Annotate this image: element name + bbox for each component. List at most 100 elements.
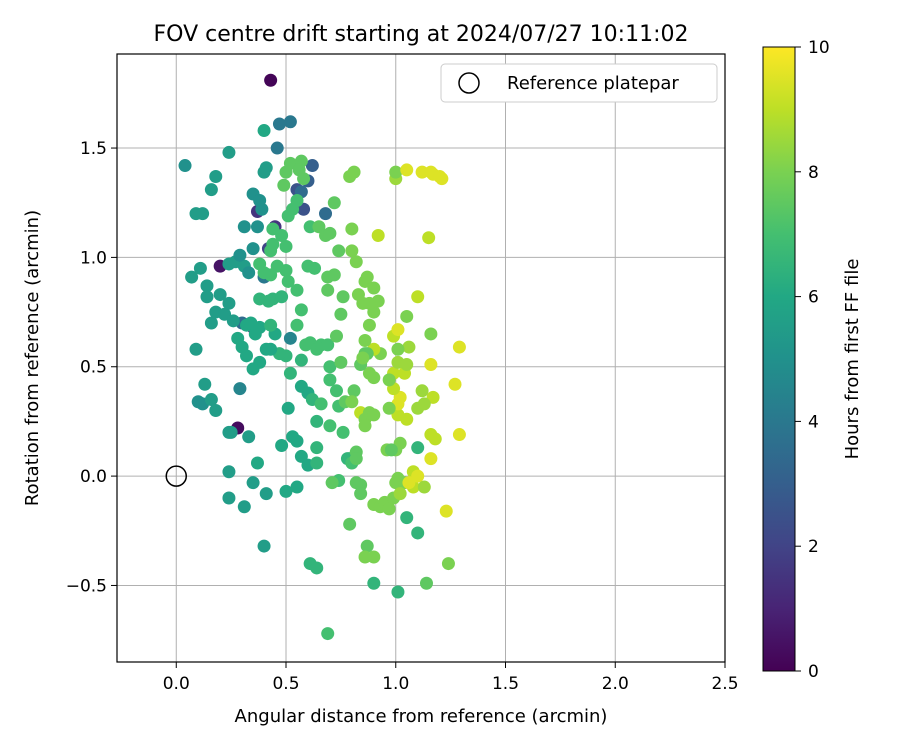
scatter-point bbox=[279, 239, 293, 253]
scatter-point bbox=[347, 165, 361, 179]
scatter-point bbox=[250, 220, 264, 234]
scatter-point bbox=[275, 229, 289, 243]
scatter-point bbox=[272, 117, 286, 131]
scatter-point bbox=[402, 340, 416, 354]
scatter-point bbox=[321, 338, 335, 352]
scatter-point bbox=[371, 229, 385, 243]
scatter-point bbox=[281, 274, 295, 288]
scatter-point bbox=[242, 430, 256, 444]
scatter-point bbox=[435, 172, 449, 186]
chart-title: FOV centre drift starting at 2024/07/27 … bbox=[154, 22, 689, 47]
scatter-point bbox=[452, 428, 466, 442]
scatter-point bbox=[411, 526, 425, 540]
scatter-point bbox=[334, 307, 348, 321]
scatter-point bbox=[391, 323, 405, 337]
scatter-point bbox=[222, 296, 236, 310]
scatter-point bbox=[257, 124, 271, 138]
scatter-point bbox=[360, 270, 374, 284]
scatter-point bbox=[290, 194, 304, 208]
scatter-point bbox=[196, 207, 210, 221]
scatter-point bbox=[391, 585, 405, 599]
colorbar-tick-label: 10 bbox=[808, 38, 830, 58]
colorbar-tick-label: 0 bbox=[808, 662, 819, 682]
scatter-point bbox=[253, 194, 267, 208]
y-tick-label: 0.5 bbox=[80, 358, 107, 378]
scatter-point bbox=[222, 465, 236, 479]
colorbar-ticks: 0 2 4 6 8 10 bbox=[795, 38, 830, 682]
scatter-points bbox=[178, 73, 466, 641]
x-tick-label: 0.0 bbox=[163, 674, 190, 694]
scatter-point bbox=[325, 476, 339, 490]
scatter-point bbox=[257, 539, 271, 553]
scatter-point bbox=[319, 207, 333, 221]
scatter-point bbox=[347, 384, 361, 398]
scatter-point bbox=[224, 425, 238, 439]
scatter-point bbox=[411, 469, 425, 483]
reference-platepar-marker bbox=[165, 465, 188, 487]
scatter-point bbox=[367, 576, 381, 590]
scatter-point bbox=[345, 244, 359, 258]
scatter-point bbox=[441, 557, 455, 571]
scatter-point bbox=[400, 358, 414, 372]
scatter-point bbox=[242, 266, 256, 280]
scatter-point bbox=[275, 438, 289, 452]
scatter-point bbox=[314, 397, 328, 411]
scatter-point bbox=[354, 487, 368, 501]
scatter-point bbox=[310, 414, 324, 428]
legend: Reference platepar bbox=[440, 63, 718, 103]
scatter-point bbox=[422, 231, 436, 245]
scatter-point bbox=[327, 268, 341, 282]
plot-area: 0.0 0.5 1.0 1.5 2.0 2.5 −0.5 0.0 0.5 1.0 1.5 bbox=[66, 53, 739, 694]
scatter-point bbox=[332, 244, 346, 258]
scatter-point bbox=[283, 366, 297, 380]
y-tick-label: −0.5 bbox=[66, 576, 107, 596]
scatter-point bbox=[275, 290, 289, 304]
x-axis-ticks: 0.0 0.5 1.0 1.5 2.0 2.5 bbox=[163, 662, 739, 694]
scatter-point bbox=[290, 434, 304, 448]
scatter-point bbox=[367, 408, 381, 422]
colorbar-tick-label: 8 bbox=[808, 163, 819, 183]
scatter-point bbox=[360, 539, 374, 553]
scatter-point bbox=[281, 401, 295, 415]
legend-box bbox=[440, 63, 718, 103]
scatter-point bbox=[411, 290, 425, 304]
scatter-point bbox=[327, 196, 341, 210]
scatter-point bbox=[329, 329, 343, 343]
legend-marker-icon bbox=[458, 72, 480, 94]
scatter-point bbox=[415, 384, 429, 398]
scatter-point bbox=[382, 502, 396, 516]
scatter-point bbox=[362, 318, 376, 332]
scatter-point bbox=[193, 261, 207, 275]
scatter-point bbox=[358, 550, 372, 564]
scatter-point bbox=[384, 443, 398, 457]
scatter-point bbox=[323, 373, 337, 387]
scatter-point bbox=[294, 303, 308, 317]
scatter-point bbox=[204, 393, 218, 407]
scatter-point bbox=[279, 484, 293, 498]
colorbar-label: Hours from first FF file bbox=[842, 259, 863, 460]
scatter-point bbox=[334, 355, 348, 369]
scatter-point bbox=[400, 309, 414, 323]
scatter-point bbox=[448, 377, 462, 391]
x-axis-label: Angular distance from reference (arcmin) bbox=[235, 706, 608, 727]
scatter-point bbox=[270, 141, 284, 155]
scatter-point bbox=[424, 358, 438, 372]
scatter-point bbox=[419, 576, 433, 590]
legend-entry-reference: Reference platepar bbox=[507, 73, 679, 94]
x-tick-label: 1.5 bbox=[492, 674, 519, 694]
scatter-point bbox=[356, 351, 370, 365]
scatter-point bbox=[308, 261, 322, 275]
scatter-point bbox=[204, 183, 218, 197]
scatter-point bbox=[290, 480, 304, 494]
scatter-point bbox=[246, 242, 260, 256]
scatter-point bbox=[321, 283, 335, 297]
scatter-point bbox=[439, 504, 453, 518]
scatter-point bbox=[290, 283, 304, 297]
scatter-point bbox=[310, 441, 324, 455]
x-tick-label: 1.0 bbox=[382, 674, 409, 694]
scatter-point bbox=[321, 627, 335, 641]
scatter-point bbox=[253, 292, 267, 306]
scatter-point bbox=[198, 377, 212, 391]
scatter-point bbox=[358, 334, 372, 348]
